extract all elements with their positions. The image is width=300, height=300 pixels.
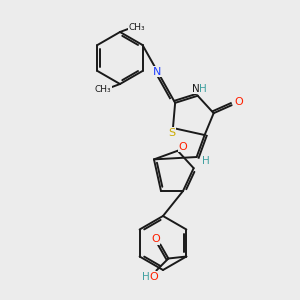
Text: CH₃: CH₃ (95, 85, 111, 94)
Text: O: O (151, 235, 160, 244)
Text: H: H (199, 84, 207, 94)
Text: S: S (168, 128, 175, 138)
Text: O: O (178, 142, 187, 152)
Text: N: N (153, 67, 161, 77)
Text: O: O (234, 97, 243, 107)
Text: N: N (192, 84, 200, 94)
Text: CH₃: CH₃ (129, 22, 145, 32)
Text: H: H (142, 272, 149, 281)
Text: H: H (202, 156, 209, 166)
Text: O: O (149, 272, 158, 281)
